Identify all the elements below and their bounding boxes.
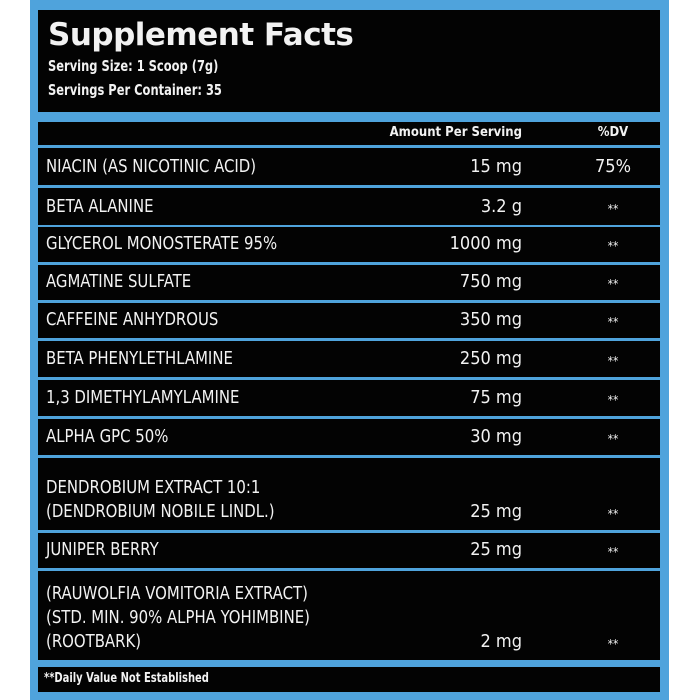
ingredient-dv: **: [607, 277, 619, 291]
ingredient-dv: **: [607, 315, 619, 329]
ingredient-amount: 3.2 g: [480, 196, 522, 217]
ingredient-dv: **: [607, 432, 619, 446]
page-title: Supplement Facts: [48, 17, 354, 53]
ingredient-amount: 250 mg: [459, 348, 522, 369]
table-row: 1,3 DIMETHYLAMYLAMINE 75 mg **: [38, 380, 660, 416]
ingredient-amount: 30 mg: [470, 426, 522, 447]
ingredient-amount: 350 mg: [459, 309, 522, 330]
dv-header: %DV: [597, 125, 629, 140]
ingredient-name: ALPHA GPC 50%: [46, 426, 169, 447]
table-row: JUNIPER BERRY 25 mg **: [38, 533, 660, 568]
servings-per-container: Servings Per Container: 35: [48, 81, 222, 99]
table-row: BETA PHENYLETHLAMINE 250 mg **: [38, 341, 660, 377]
table-row: BETA ALANINE 3.2 g **: [38, 188, 660, 225]
ingredient-dv: **: [607, 393, 619, 407]
ingredient-name: BETA PHENYLETHLAMINE: [46, 348, 233, 369]
ingredient-dv: **: [607, 202, 619, 216]
ingredient-amount: 1000 mg: [449, 233, 522, 254]
ingredient-name: CAFFEINE ANHYDROUS: [46, 309, 219, 330]
supplement-facts-panel: Supplement Facts Serving Size: 1 Scoop (…: [30, 0, 669, 700]
ingredient-amount: 15 mg: [470, 156, 522, 177]
ingredient-amount: 75 mg: [470, 387, 522, 408]
ingredient-name: AGMATINE SULFATE: [46, 271, 192, 292]
ingredient-amount: 2 mg: [480, 631, 522, 652]
amount-header: Amount Per Serving: [389, 125, 522, 140]
ingredient-name: (RAUWOLFIA VOMITORIA EXTRACT) (STD. MIN.…: [46, 583, 310, 652]
footnote-text: **Daily Value Not Established: [44, 671, 209, 686]
ingredient-name: NIACIN (AS NICOTINIC ACID): [46, 156, 257, 177]
table-row: GLYCEROL MONOSTERATE 95% 1000 mg **: [38, 227, 660, 262]
table-row: ALPHA GPC 50% 30 mg **: [38, 419, 660, 455]
ingredient-amount: 25 mg: [470, 501, 522, 522]
ingredient-name: JUNIPER BERRY: [46, 539, 159, 560]
ingredient-dv: 75%: [595, 156, 631, 177]
ingredient-dv: **: [607, 545, 619, 559]
column-header: Amount Per Serving %DV: [38, 122, 660, 145]
ingredient-amount: 750 mg: [459, 271, 522, 292]
ingredient-dv: **: [607, 354, 619, 368]
table-row: AGMATINE SULFATE 750 mg **: [38, 265, 660, 300]
header-box: Supplement Facts Serving Size: 1 Scoop (…: [38, 10, 660, 112]
table-row: DENDROBIUM EXTRACT 10:1 (DENDROBIUM NOBI…: [38, 458, 660, 530]
table-row: CAFFEINE ANHYDROUS 350 mg **: [38, 303, 660, 338]
footnote: **Daily Value Not Established: [38, 667, 660, 692]
ingredient-name: 1,3 DIMETHYLAMYLAMINE: [46, 387, 240, 408]
ingredient-name: BETA ALANINE: [46, 196, 154, 217]
ingredient-amount: 25 mg: [470, 539, 522, 560]
ingredient-dv: **: [607, 239, 619, 253]
ingredient-dv: **: [607, 507, 619, 521]
table-row: (RAUWOLFIA VOMITORIA EXTRACT) (STD. MIN.…: [38, 571, 660, 660]
ingredient-name: DENDROBIUM EXTRACT 10:1 (DENDROBIUM NOBI…: [46, 477, 275, 522]
serving-size: Serving Size: 1 Scoop (7g): [48, 57, 219, 75]
ingredient-dv: **: [607, 637, 619, 651]
table-row: NIACIN (AS NICOTINIC ACID) 15 mg 75%: [38, 148, 660, 185]
ingredient-name: GLYCEROL MONOSTERATE 95%: [46, 233, 278, 254]
